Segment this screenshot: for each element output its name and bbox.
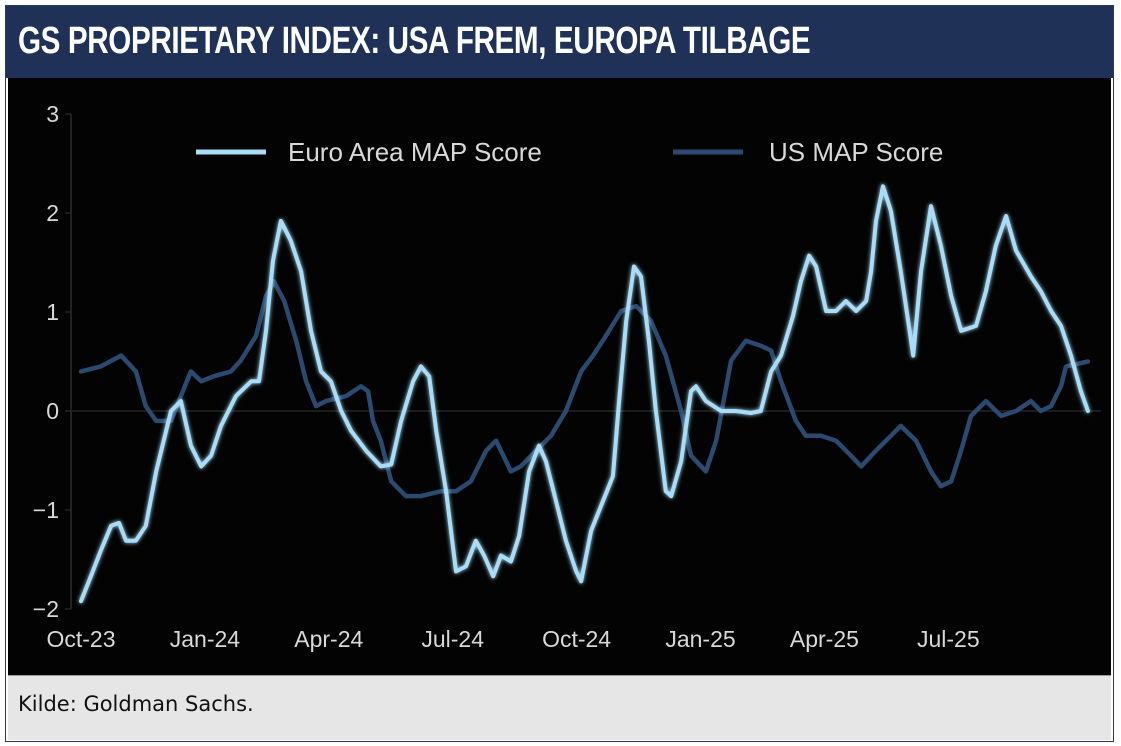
y-tick-label: −1 bbox=[33, 497, 59, 523]
series-line-euro bbox=[79, 184, 1090, 604]
x-tick-label: Jan-24 bbox=[170, 626, 241, 652]
x-tick-label: Jan-25 bbox=[665, 626, 735, 652]
source-footer: Kilde: Goldman Sachs. bbox=[8, 675, 1111, 740]
chart-area: 3 2 1 0 −1 −2 Oct-23 Jan-24 Apr-24 Jul-24 Oct-24 Ja… bbox=[8, 78, 1111, 675]
title-bar: GS PROPRIETARY INDEX: USA FREM, EUROPA T… bbox=[6, 6, 1113, 78]
legend-label-euro: Euro Area MAP Score bbox=[288, 137, 542, 167]
y-tick-label: 0 bbox=[46, 398, 59, 424]
y-tick-label: 3 bbox=[46, 101, 59, 127]
x-tick-label: Jul-24 bbox=[421, 626, 484, 652]
legend-label-us: US MAP Score bbox=[769, 137, 943, 167]
chart-panel: GS PROPRIETARY INDEX: USA FREM, EUROPA T… bbox=[5, 5, 1114, 742]
series-line-us bbox=[78, 279, 1091, 499]
source-note: Kilde: Goldman Sachs. bbox=[18, 692, 254, 716]
y-tick-label: 1 bbox=[46, 299, 59, 325]
x-tick-label: Apr-24 bbox=[294, 626, 363, 652]
x-tick-label: Apr-25 bbox=[790, 626, 859, 652]
y-tick-label: 2 bbox=[46, 200, 59, 226]
x-tick-label: Oct-24 bbox=[542, 626, 611, 652]
x-tick-label: Jul-25 bbox=[917, 626, 980, 652]
chart-title: GS PROPRIETARY INDEX: USA FREM, EUROPA T… bbox=[18, 20, 811, 62]
y-tick-label: −2 bbox=[33, 596, 59, 622]
x-tick-label: Oct-23 bbox=[46, 626, 115, 652]
